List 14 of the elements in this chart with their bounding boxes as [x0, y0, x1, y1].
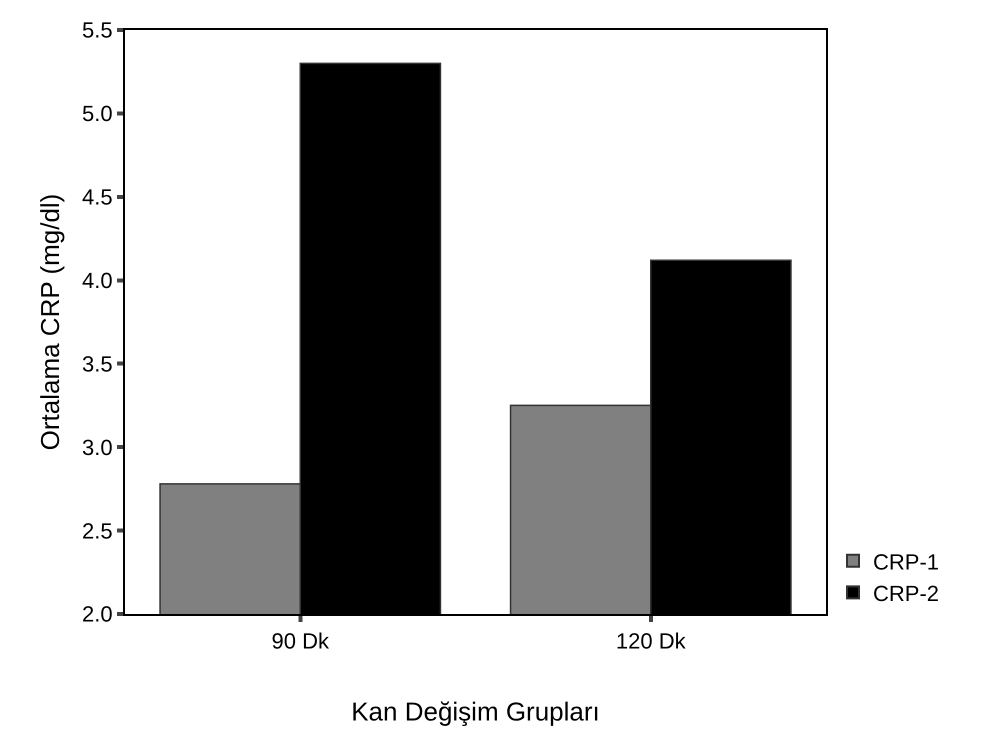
- y-tick-label: 4.5: [82, 184, 113, 210]
- y-tick-label: 4.0: [82, 268, 113, 293]
- y-tick-label: 3.0: [82, 434, 113, 460]
- legend-label: CRP-2: [873, 580, 940, 606]
- x-axis-title: Kan Değişim Grupları: [351, 696, 600, 727]
- y-axis-title: Ortalama CRP (mg/dl): [34, 194, 65, 450]
- y-tick-label: 3.5: [82, 351, 113, 376]
- y-tick-label: 2.5: [82, 518, 113, 544]
- x-tick-label: 90 Dk: [272, 628, 330, 654]
- x-tick-label: 120 Dk: [616, 628, 687, 654]
- y-tick-label: 5.5: [82, 18, 113, 43]
- y-tick-label: 5.0: [82, 101, 113, 126]
- legend-label: CRP-1: [873, 549, 940, 574]
- y-tick-label: 2.0: [82, 602, 113, 627]
